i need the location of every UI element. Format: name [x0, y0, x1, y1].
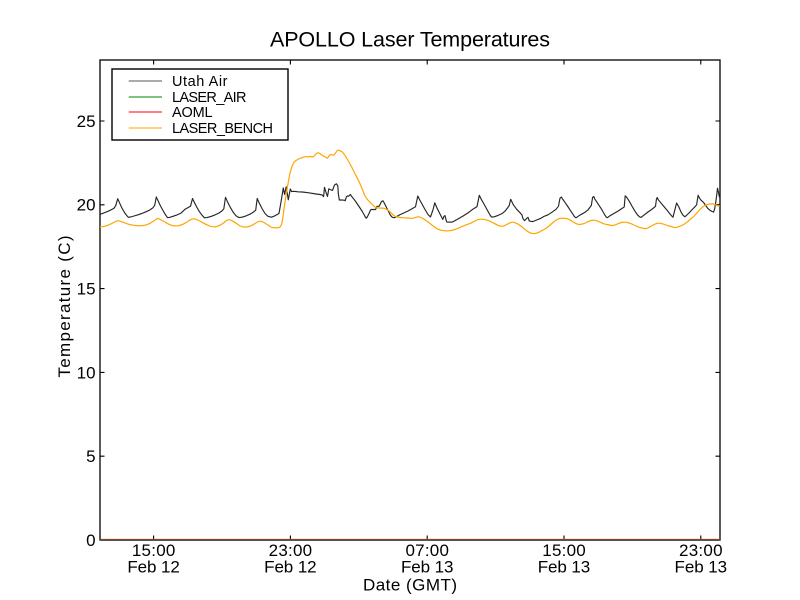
svg-text:APOLLO Laser Temperatures: APOLLO Laser Temperatures: [270, 28, 550, 52]
svg-text:23:00: 23:00: [269, 541, 313, 560]
svg-text:0: 0: [86, 531, 95, 550]
svg-text:10: 10: [77, 363, 96, 382]
svg-text:Utah Air: Utah Air: [172, 74, 228, 90]
svg-text:15:00: 15:00: [542, 541, 586, 560]
svg-text:5: 5: [86, 447, 95, 466]
svg-text:Temperature (C): Temperature (C): [55, 236, 74, 378]
svg-text:23:00: 23:00: [679, 541, 723, 560]
svg-text:Feb 12: Feb 12: [264, 558, 317, 577]
svg-text:AOML: AOML: [172, 105, 213, 121]
svg-text:Feb 13: Feb 13: [401, 558, 454, 577]
svg-text:Feb 13: Feb 13: [675, 558, 728, 577]
svg-text:Date (GMT): Date (GMT): [363, 576, 457, 595]
svg-text:15: 15: [77, 280, 96, 299]
svg-text:LASER_AIR: LASER_AIR: [172, 90, 247, 106]
svg-text:LASER_BENCH: LASER_BENCH: [172, 121, 273, 137]
svg-text:Feb 13: Feb 13: [538, 558, 591, 577]
svg-text:07:00: 07:00: [405, 541, 449, 560]
svg-text:15:00: 15:00: [132, 541, 176, 560]
svg-text:Feb 12: Feb 12: [127, 558, 180, 577]
svg-text:20: 20: [77, 196, 96, 215]
svg-text:25: 25: [77, 112, 96, 131]
